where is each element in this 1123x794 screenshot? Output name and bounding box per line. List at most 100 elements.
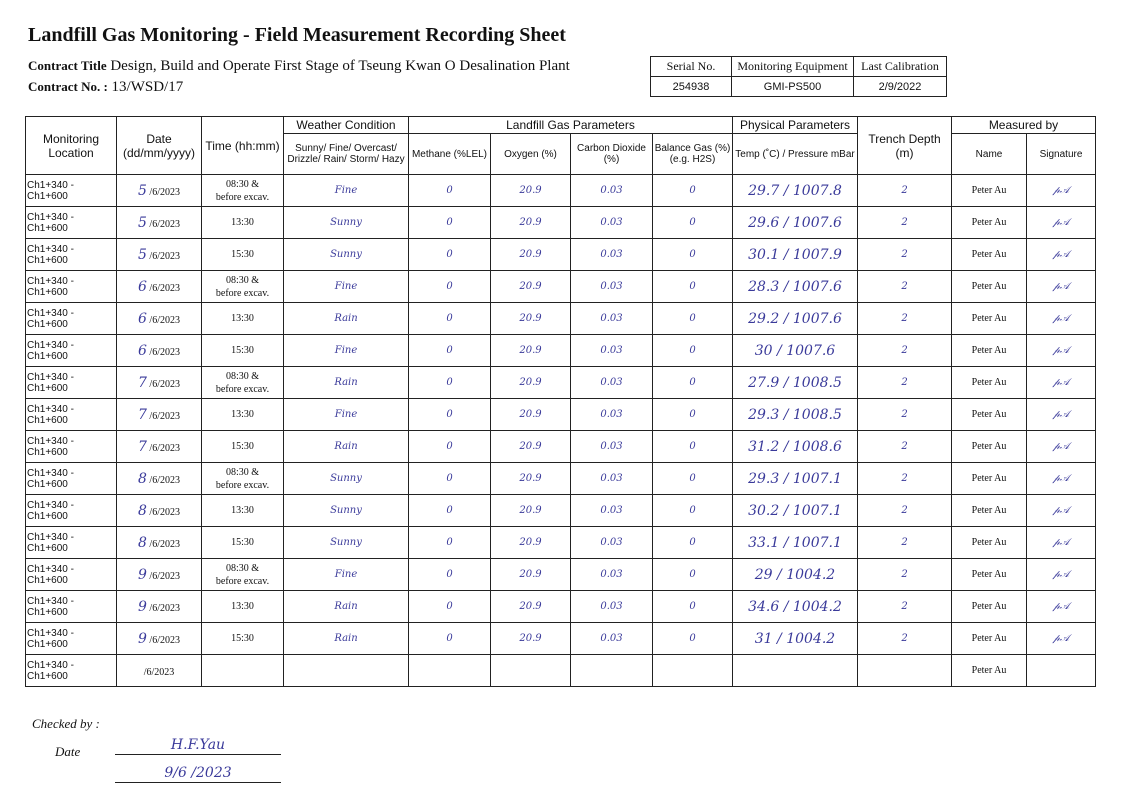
separator: / (772, 566, 787, 583)
pressure-value: 1007.1 (792, 502, 842, 519)
day-value: 5 (138, 214, 147, 231)
month-year: /6/2023 (149, 634, 180, 646)
check-date-field: 9/6 /2023 (115, 764, 281, 783)
name-cell: Peter Au (951, 558, 1027, 591)
time-value: 15:30 (231, 537, 254, 548)
time-cell: 15:30 (201, 334, 284, 367)
balance-cell: 0 (652, 430, 733, 463)
temp-pressure-cell: 30.1 / 1007.9 (732, 238, 858, 271)
co2-cell: 0.03 (570, 430, 653, 463)
depth-cell: 2 (857, 206, 952, 239)
name-cell: Peter Au (951, 270, 1027, 303)
signature-cell: 𝓅𝒜 (1026, 270, 1096, 303)
day-value: 8 (138, 470, 147, 487)
date-cell: 7 /6/2023 (116, 366, 202, 399)
signature-cell: 𝓅𝒜 (1026, 174, 1096, 207)
time-value: 08:30 & (225, 274, 260, 286)
time-value: 15:30 (231, 441, 254, 452)
time-value: 08:30 & (225, 178, 260, 190)
date-cell: 8 /6/2023 (116, 494, 202, 527)
table-row: Ch1+340 - Ch1+600 9 /6/2023 08:30 & before … (25, 558, 1096, 591)
table-row: Ch1+340 - Ch1+600 8 /6/2023 08:30 & before … (25, 462, 1096, 495)
depth-cell: 2 (857, 590, 952, 623)
header-gas-group: Landfill Gas Parameters (408, 116, 733, 134)
location-cell: Ch1+340 - Ch1+600 (25, 494, 117, 527)
signature-icon: 𝓅𝒜 (1052, 345, 1070, 356)
pressure-value: 1007.6 (792, 278, 842, 295)
methane-cell: 0 (408, 366, 491, 399)
pressure-value: 1007.6 (792, 214, 842, 231)
day-value: 7 (138, 406, 147, 423)
co2-cell: 0.03 (570, 366, 653, 399)
temp-pressure-cell: 27.9 / 1008.5 (732, 366, 858, 399)
separator: / (779, 310, 793, 327)
time-note: before excav. (215, 383, 270, 395)
balance-cell: 0 (652, 302, 733, 335)
date-cell: 6 /6/2023 (116, 302, 202, 335)
header-weather: Sunny/ Fine/ Overcast/ Drizzle/ Rain/ St… (283, 133, 409, 175)
co2-cell: 0.03 (570, 526, 653, 559)
balance-cell: 0 (652, 526, 733, 559)
serial-value: 254938 (650, 76, 732, 97)
oxygen-cell: 20.9 (490, 302, 571, 335)
temp-value: 29 (754, 566, 773, 583)
time-value: 13:30 (231, 505, 254, 516)
date-cell: 6 /6/2023 (116, 270, 202, 303)
methane-cell: 0 (408, 558, 491, 591)
header-location: Monitoring Location (25, 116, 117, 175)
temp-pressure-cell: 29.6 / 1007.6 (732, 206, 858, 239)
weather-cell: Rain (283, 590, 409, 623)
methane-cell: 0 (408, 622, 491, 655)
location-cell: Ch1+340 - Ch1+600 (25, 622, 117, 655)
co2-cell: 0.03 (570, 398, 653, 431)
signature-icon: 𝓅𝒜 (1052, 377, 1070, 388)
time-value: 15:30 (231, 633, 254, 644)
signature-icon: 𝓅𝒜 (1052, 537, 1070, 548)
time-cell (201, 654, 284, 687)
depth-cell: 2 (857, 398, 952, 431)
time-cell: 08:30 & before excav. (201, 270, 284, 303)
name-cell: Peter Au (951, 430, 1027, 463)
table-row: Ch1+340 - Ch1+600 7 /6/2023 15:30 Rain 0 20.9… (25, 430, 1096, 463)
location-cell: Ch1+340 - Ch1+600 (25, 366, 117, 399)
depth-cell: 2 (857, 622, 952, 655)
time-value: 13:30 (231, 313, 254, 324)
depth-cell: 2 (857, 558, 952, 591)
weather-cell: Sunny (283, 462, 409, 495)
temp-value: 27.9 (748, 374, 780, 391)
depth-cell: 2 (857, 270, 952, 303)
measurement-table: Monitoring Location Date (dd/mm/yyyy) Ti… (25, 116, 1096, 687)
header-methane: Methane (%LEL) (408, 133, 491, 175)
pressure-value: 1004.2 (786, 566, 836, 583)
weather-cell: Fine (283, 270, 409, 303)
co2-cell (570, 654, 653, 687)
month-year: /6/2023 (149, 602, 180, 614)
signature-icon: 𝓅𝒜 (1052, 249, 1070, 260)
equipment-value: GMI-PS500 (731, 76, 854, 97)
methane-cell: 0 (408, 398, 491, 431)
temp-pressure-cell: 30.2 / 1007.1 (732, 494, 858, 527)
oxygen-cell: 20.9 (490, 238, 571, 271)
methane-cell: 0 (408, 302, 491, 335)
day-value: 7 (138, 374, 147, 391)
oxygen-cell: 20.9 (490, 558, 571, 591)
time-value: 08:30 & (225, 370, 260, 382)
signature-icon: 𝓅𝒜 (1052, 505, 1070, 516)
table-row: Ch1+340 - Ch1+600 /6/2023 Peter Au (25, 654, 1096, 687)
day-value: 6 (138, 310, 147, 327)
weather-cell: Sunny (283, 238, 409, 271)
signature-cell: 𝓅𝒜 (1026, 526, 1096, 559)
signature-cell: 𝓅𝒜 (1026, 622, 1096, 655)
table-row: Ch1+340 - Ch1+600 9 /6/2023 15:30 Rain 0 20.9… (25, 622, 1096, 655)
weather-cell: Sunny (283, 526, 409, 559)
day-value: 8 (138, 534, 147, 551)
month-year: /6/2023 (149, 538, 180, 550)
table-row: Ch1+340 - Ch1+600 8 /6/2023 13:30 Sunny 0 20.… (25, 494, 1096, 527)
separator: / (779, 278, 793, 295)
checked-by-value: H.F.Yau (170, 737, 226, 753)
equipment-header: Monitoring Equipment (731, 56, 854, 77)
oxygen-cell: 20.9 (490, 398, 571, 431)
day-value: 6 (138, 342, 147, 359)
header-temp-pressure: Temp (˚C) / Pressure mBar (732, 133, 858, 175)
header-oxygen: Oxygen (%) (490, 133, 571, 175)
